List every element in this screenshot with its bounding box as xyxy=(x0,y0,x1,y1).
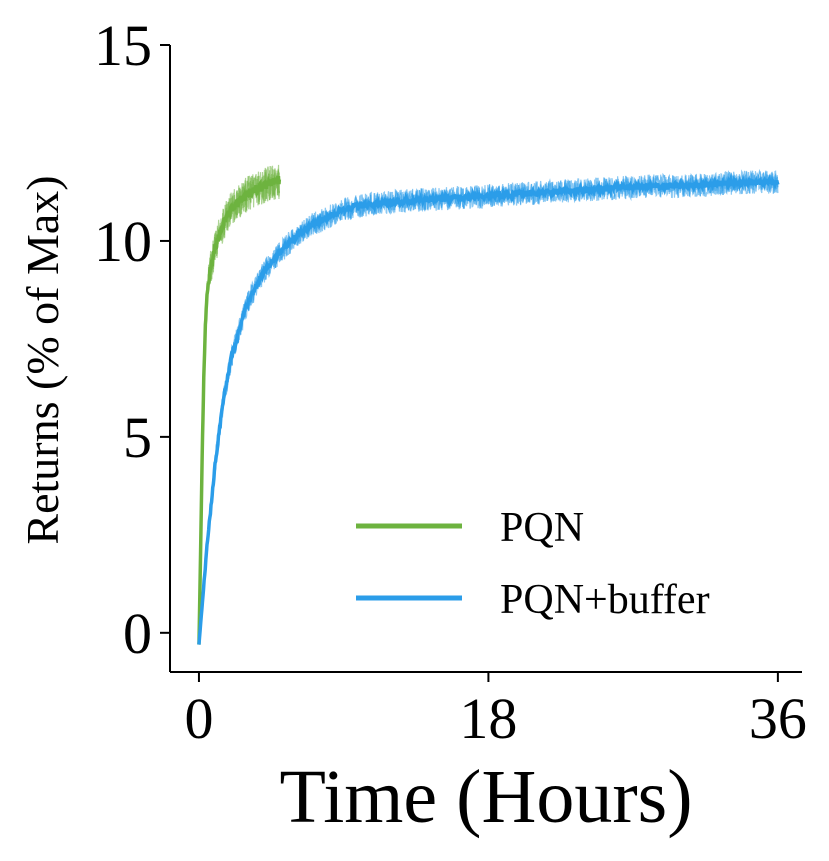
x-tick-label: 36 xyxy=(749,686,807,751)
series-line-pqn-buffer xyxy=(197,173,780,645)
legend: PQN PQN+buffer xyxy=(356,505,710,623)
y-tick-label: 10 xyxy=(94,209,152,274)
x-tick-label: 0 xyxy=(184,686,213,751)
x-tick-label: 18 xyxy=(459,686,517,751)
x-axis-title: Time (Hours) xyxy=(279,755,692,839)
legend-label-pqn-buffer: PQN+buffer xyxy=(500,577,710,623)
series-noise-pqn xyxy=(198,166,280,645)
axes-layer xyxy=(169,45,802,673)
ticks-layer: 0 18 36 0 5 10 15 xyxy=(94,13,807,751)
y-axis-title: Returns (% of Max) xyxy=(17,175,68,544)
y-tick-label: 0 xyxy=(123,601,152,666)
y-tick-label: 5 xyxy=(123,405,152,470)
legend-label-pqn: PQN xyxy=(500,505,584,551)
y-tick-label: 15 xyxy=(94,13,152,78)
series-noise-pqn xyxy=(198,165,280,645)
series-line-pqn xyxy=(197,175,282,645)
series-noise-pqn xyxy=(198,164,280,645)
series-layer xyxy=(197,164,780,645)
